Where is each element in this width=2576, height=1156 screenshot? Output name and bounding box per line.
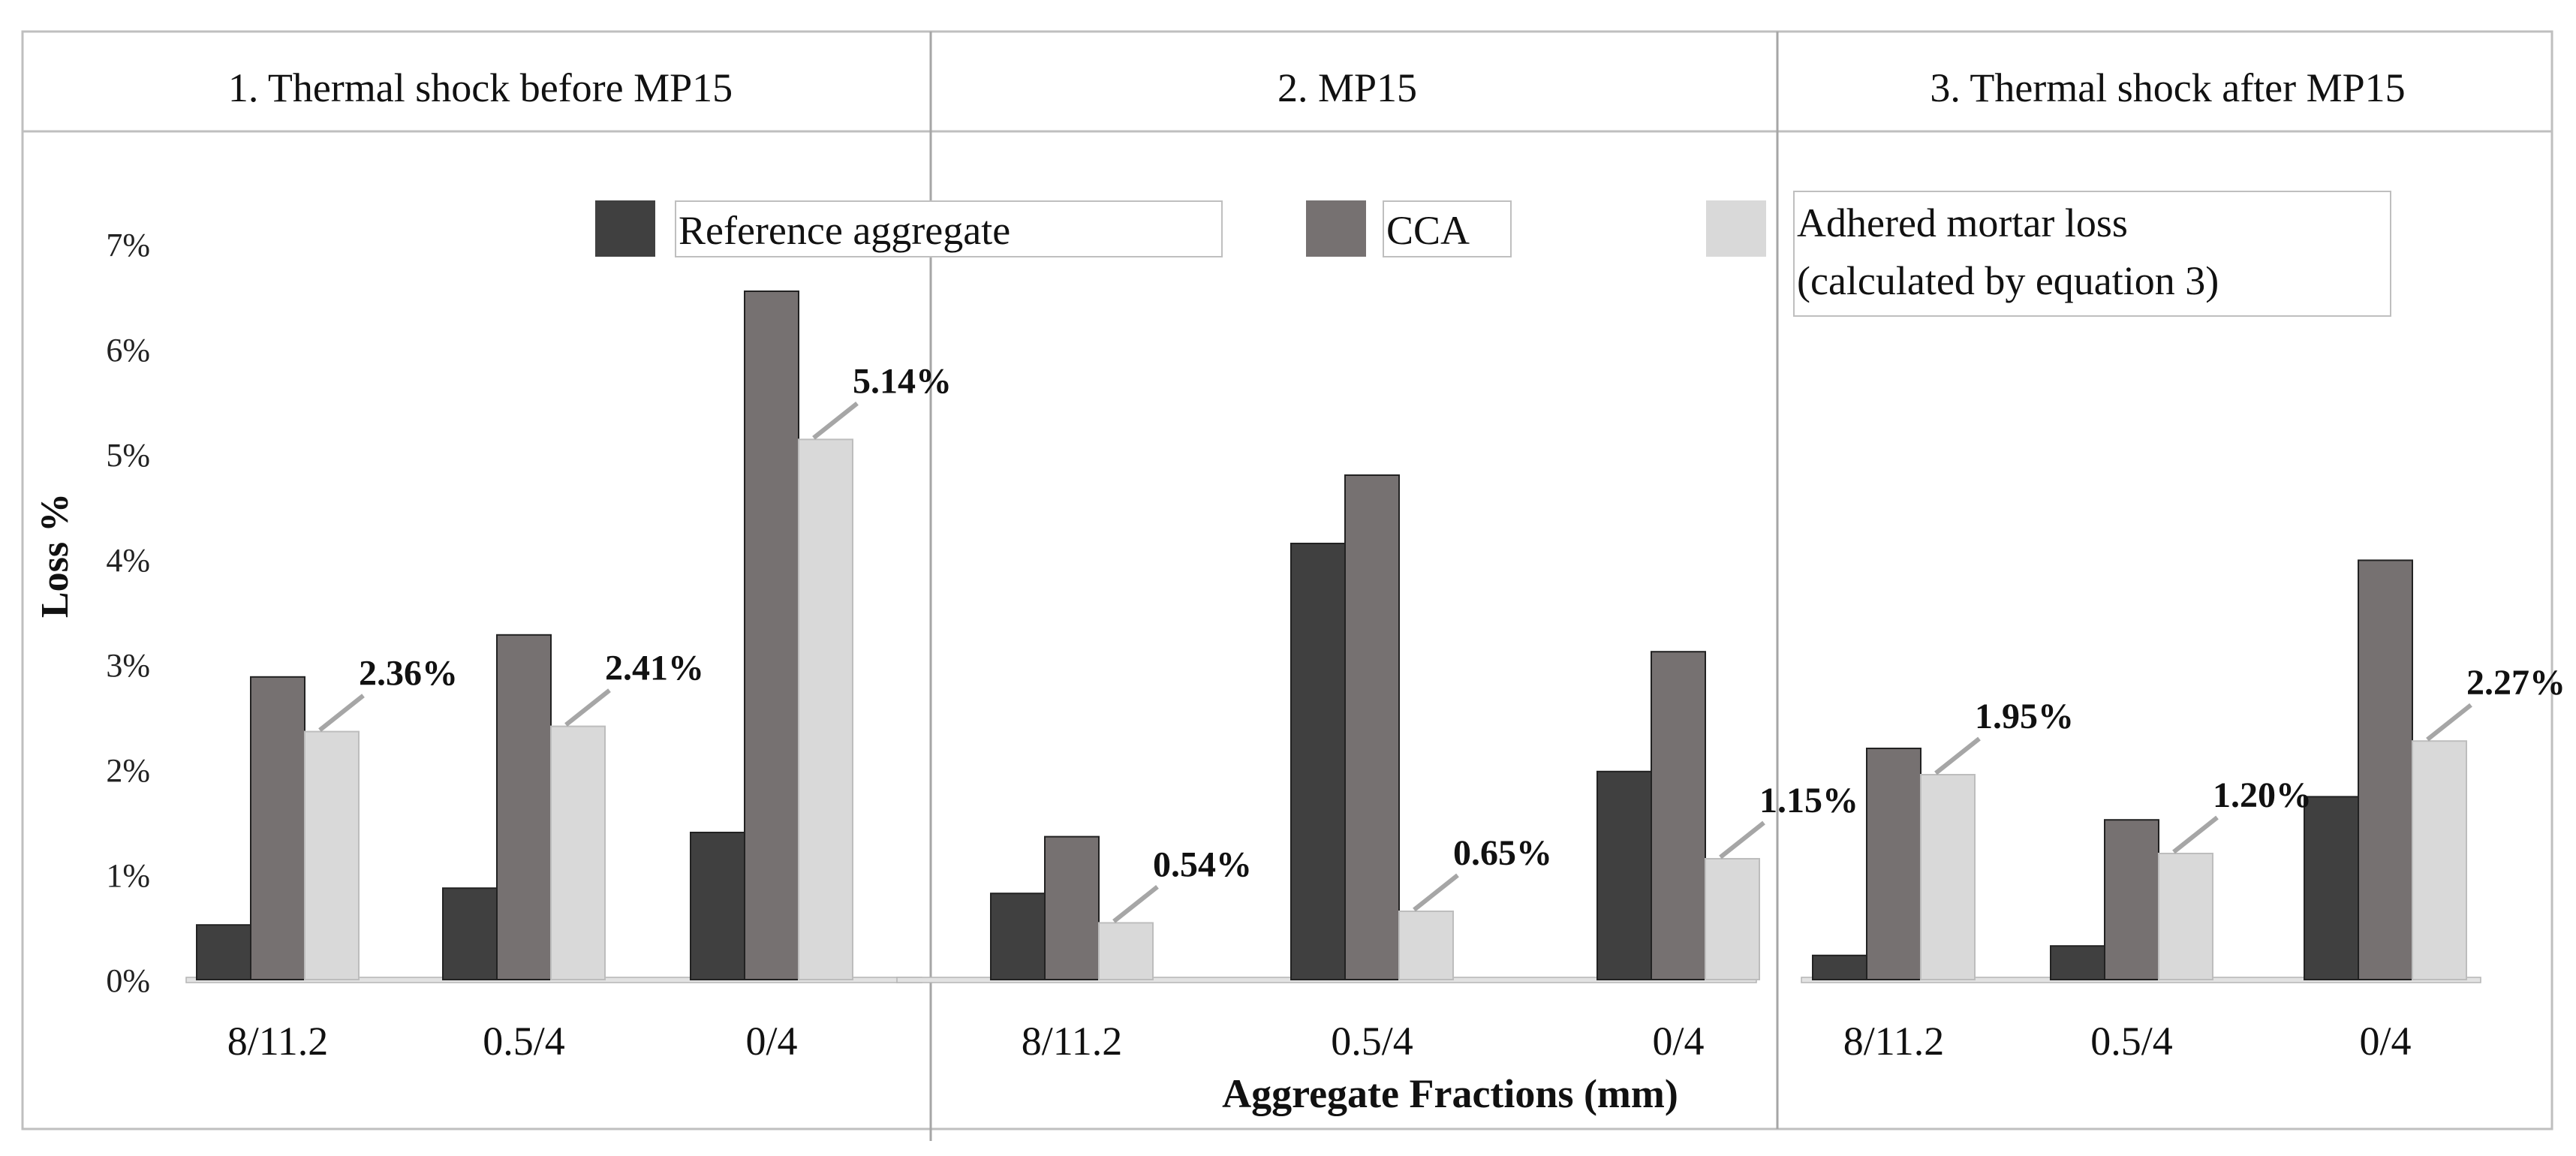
bar-cca xyxy=(1044,835,1100,980)
bar-cca xyxy=(1344,474,1400,980)
panel-title-1: 1. Thermal shock before MP15 xyxy=(228,65,733,110)
data-label-leader xyxy=(1112,885,1159,923)
bar-mortar xyxy=(1098,922,1154,981)
y-axis-label: Loss % xyxy=(34,493,77,618)
bar-reference xyxy=(1812,954,1867,981)
y-axis-ticks: 0% 1% 2% 3% 4% 5% 6% 7% xyxy=(106,227,150,999)
legend-box-cca xyxy=(1383,200,1512,257)
y-tick-label: 1% xyxy=(106,857,150,894)
legend-box-reference xyxy=(675,200,1223,257)
bar-mortar xyxy=(2412,740,2467,980)
bar-cca xyxy=(2104,819,2159,980)
data-label: 1.95% xyxy=(1975,697,2074,736)
data-label-leader xyxy=(1719,820,1765,859)
category-label: 0/4 xyxy=(745,1019,797,1064)
data-label: 0.65% xyxy=(1453,833,1552,873)
bar-mortar xyxy=(2158,853,2213,980)
category-label: 0.5/4 xyxy=(483,1019,565,1064)
data-label: 1.20% xyxy=(2213,775,2312,815)
bar-reference xyxy=(690,832,745,980)
bars xyxy=(196,291,2467,981)
y-tick-label: 7% xyxy=(106,227,150,263)
bar-reference xyxy=(1290,543,1346,980)
data-label-leader xyxy=(564,688,611,727)
data-label-leader xyxy=(2426,703,2472,742)
legend-label-mortar-line1: Adhered mortar loss xyxy=(1797,200,2128,245)
y-tick-label: 2% xyxy=(106,752,150,789)
bar-reference xyxy=(1596,770,1652,981)
bar-reference xyxy=(196,924,251,980)
bar-cca xyxy=(496,634,552,980)
bar-reference xyxy=(990,893,1046,980)
data-label-leader xyxy=(812,402,859,440)
legend-label-cca: CCA xyxy=(1386,208,1470,253)
bar-mortar xyxy=(550,725,606,980)
category-label: 0.5/4 xyxy=(2090,1019,2173,1064)
y-tick-label: 0% xyxy=(106,962,150,999)
legend-box-mortar xyxy=(1793,191,2391,317)
bar-cca xyxy=(1651,651,1706,980)
data-labels: 2.36% 2.41% 5.14% 0.54% 0.65% 1.15% 1.95% 1.20%… xyxy=(318,361,2565,923)
category-labels: 8/11.2 0.5/4 0/4 8/11.2 0.5/4 0/4 8/11.2 0.5/4 0… xyxy=(227,1019,2412,1064)
bar-cca xyxy=(2358,559,2413,980)
legend: Reference aggregate CCA Adhered mortar l… xyxy=(595,191,2391,317)
bar-reference xyxy=(442,887,498,980)
data-label: 2.27% xyxy=(2466,663,2565,703)
category-label: 8/11.2 xyxy=(1843,1019,1945,1064)
data-label: 5.14% xyxy=(853,361,952,401)
legend-label-reference: Reference aggregate xyxy=(679,208,1010,253)
data-label: 0.54% xyxy=(1153,844,1252,884)
data-label-leader xyxy=(1413,873,1459,912)
data-label: 2.36% xyxy=(359,654,458,694)
x-axis-label: Aggregate Fractions (mm) xyxy=(1222,1071,1678,1116)
bar-cca xyxy=(1866,748,1921,980)
bar-mortar xyxy=(304,730,360,980)
bar-mortar xyxy=(1705,858,1760,980)
legend-swatch-mortar xyxy=(1706,200,1766,257)
bar-mortar xyxy=(1920,774,1976,980)
data-label-leader xyxy=(2172,815,2219,854)
category-label: 0/4 xyxy=(2359,1019,2411,1064)
data-label-leader xyxy=(1934,736,1981,775)
data-label: 1.15% xyxy=(1759,781,1858,820)
bar-mortar xyxy=(1398,911,1454,980)
bar-cca xyxy=(744,291,799,980)
data-label: 2.41% xyxy=(605,649,704,688)
bar-reference xyxy=(2304,796,2359,981)
bar-mortar xyxy=(798,438,853,980)
legend-swatch-cca xyxy=(1306,200,1366,257)
category-label: 8/11.2 xyxy=(1022,1019,1123,1064)
legend-label-mortar-line2: (calculated by equation 3) xyxy=(1797,258,2219,303)
y-tick-label: 5% xyxy=(106,437,150,474)
category-label: 0.5/4 xyxy=(1331,1019,1413,1064)
y-tick-label: 4% xyxy=(106,542,150,579)
category-label: 8/11.2 xyxy=(227,1019,329,1064)
category-label: 0/4 xyxy=(1652,1019,1704,1064)
chart-frame xyxy=(21,30,2553,1130)
bar-reference xyxy=(2050,945,2105,980)
legend-swatch-reference xyxy=(595,200,655,257)
panel-title-2: 2. MP15 xyxy=(1277,65,1417,110)
panel-title-3: 3. Thermal shock after MP15 xyxy=(1930,65,2405,110)
y-tick-label: 3% xyxy=(106,647,150,684)
data-label-leader xyxy=(318,694,365,732)
bar-cca xyxy=(250,676,305,980)
y-tick-label: 6% xyxy=(106,332,150,369)
